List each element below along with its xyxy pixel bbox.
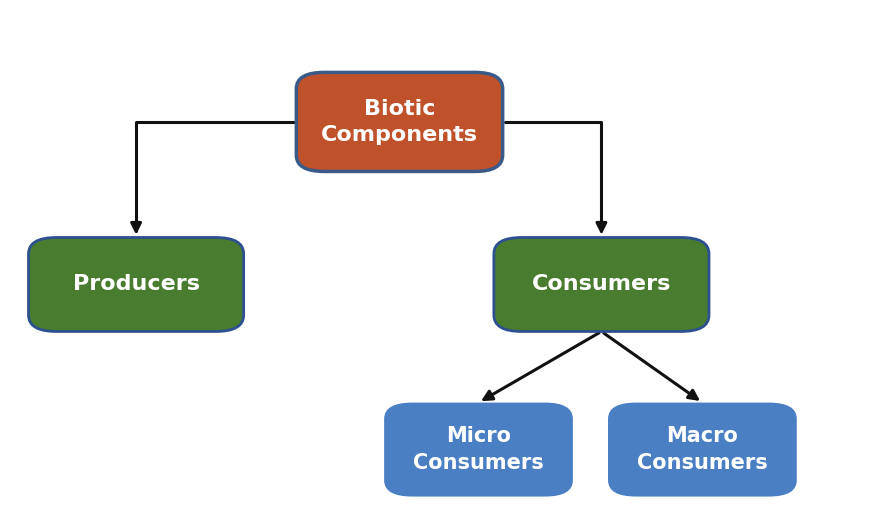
Text: Consumers: Consumers <box>531 274 670 295</box>
FancyBboxPatch shape <box>296 73 502 172</box>
Text: Biotic
Components: Biotic Components <box>321 99 477 145</box>
FancyBboxPatch shape <box>493 238 709 331</box>
FancyBboxPatch shape <box>384 402 573 497</box>
Text: Micro
Consumers: Micro Consumers <box>413 426 543 473</box>
FancyBboxPatch shape <box>28 238 243 331</box>
Text: Producers: Producers <box>73 274 199 295</box>
FancyBboxPatch shape <box>607 402 796 497</box>
Text: Macro
Consumers: Macro Consumers <box>637 426 766 473</box>
